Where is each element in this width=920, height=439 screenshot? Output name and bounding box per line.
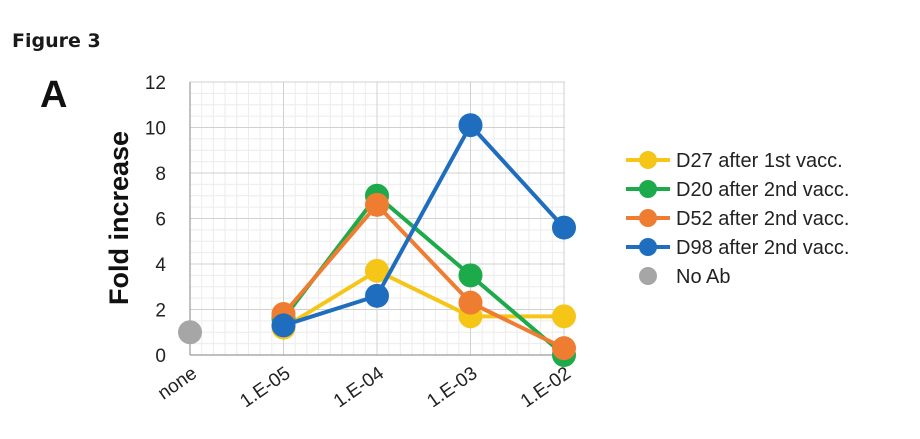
data-point bbox=[271, 313, 296, 338]
series-group bbox=[271, 113, 576, 338]
data-point bbox=[552, 215, 576, 240]
y-tick-label: 10 bbox=[145, 119, 166, 140]
legend-marker bbox=[639, 209, 657, 227]
series-line bbox=[282, 123, 566, 328]
y-tick-label: 6 bbox=[155, 210, 166, 231]
data-point bbox=[458, 113, 483, 138]
x-tick-labels: none 1.E-05 1.E-04 1.E-03 1.E-02 bbox=[154, 363, 575, 413]
legend-entry: D20 after 2nd vacc. bbox=[626, 179, 849, 201]
legend-label: D52 after 2nd vacc. bbox=[676, 208, 849, 230]
grid-lines bbox=[189, 81, 565, 356]
legend-label: D27 after 1st vacc. bbox=[676, 150, 843, 172]
legend-label: D20 after 2nd vacc. bbox=[676, 179, 849, 201]
data-point bbox=[552, 336, 576, 361]
x-tick-label: 1.E-02 bbox=[517, 363, 575, 412]
legend-marker bbox=[639, 180, 657, 198]
data-point bbox=[365, 258, 389, 283]
x-tick-label: 1.E-04 bbox=[330, 363, 388, 413]
series-group bbox=[271, 192, 576, 361]
legend-marker bbox=[639, 151, 657, 169]
series-line bbox=[281, 202, 565, 350]
legend-label: No Ab bbox=[676, 266, 730, 288]
legend-marker bbox=[639, 238, 657, 256]
y-tick-label: 2 bbox=[155, 301, 166, 322]
legend-marker bbox=[639, 267, 657, 285]
y-tick-label: 12 bbox=[145, 73, 166, 94]
data-point bbox=[458, 263, 483, 288]
x-tick-label: 1.E-03 bbox=[423, 363, 481, 412]
legend-entry: No Ab bbox=[639, 266, 730, 288]
y-tick-label: 0 bbox=[155, 346, 166, 367]
legend: D27 after 1st vacc. D20 after 2nd vacc. D5… bbox=[626, 150, 849, 288]
x-tick-label: none bbox=[154, 363, 201, 404]
x-tick-label: 1.E-05 bbox=[236, 363, 294, 412]
data-point-no-ab bbox=[178, 320, 202, 345]
axes bbox=[189, 82, 565, 356]
legend-entry: D27 after 1st vacc. bbox=[626, 150, 843, 172]
legend-entry: D52 after 2nd vacc. bbox=[626, 208, 849, 230]
data-point bbox=[552, 304, 576, 329]
data-point bbox=[365, 283, 389, 308]
series-layer bbox=[178, 113, 576, 367]
y-axis-label: Fold increase bbox=[104, 131, 134, 305]
legend-entry: D98 after 2nd vacc. bbox=[626, 237, 849, 259]
panel-label: A bbox=[40, 74, 68, 116]
y-tick-label: 4 bbox=[155, 255, 166, 276]
figure-title: Figure 3 bbox=[12, 30, 101, 52]
legend-label: D98 after 2nd vacc. bbox=[676, 237, 849, 259]
y-tick-labels: 0 2 4 6 8 10 12 bbox=[145, 73, 167, 367]
data-point bbox=[365, 192, 389, 217]
y-tick-label: 8 bbox=[155, 164, 166, 185]
data-point bbox=[458, 290, 483, 315]
